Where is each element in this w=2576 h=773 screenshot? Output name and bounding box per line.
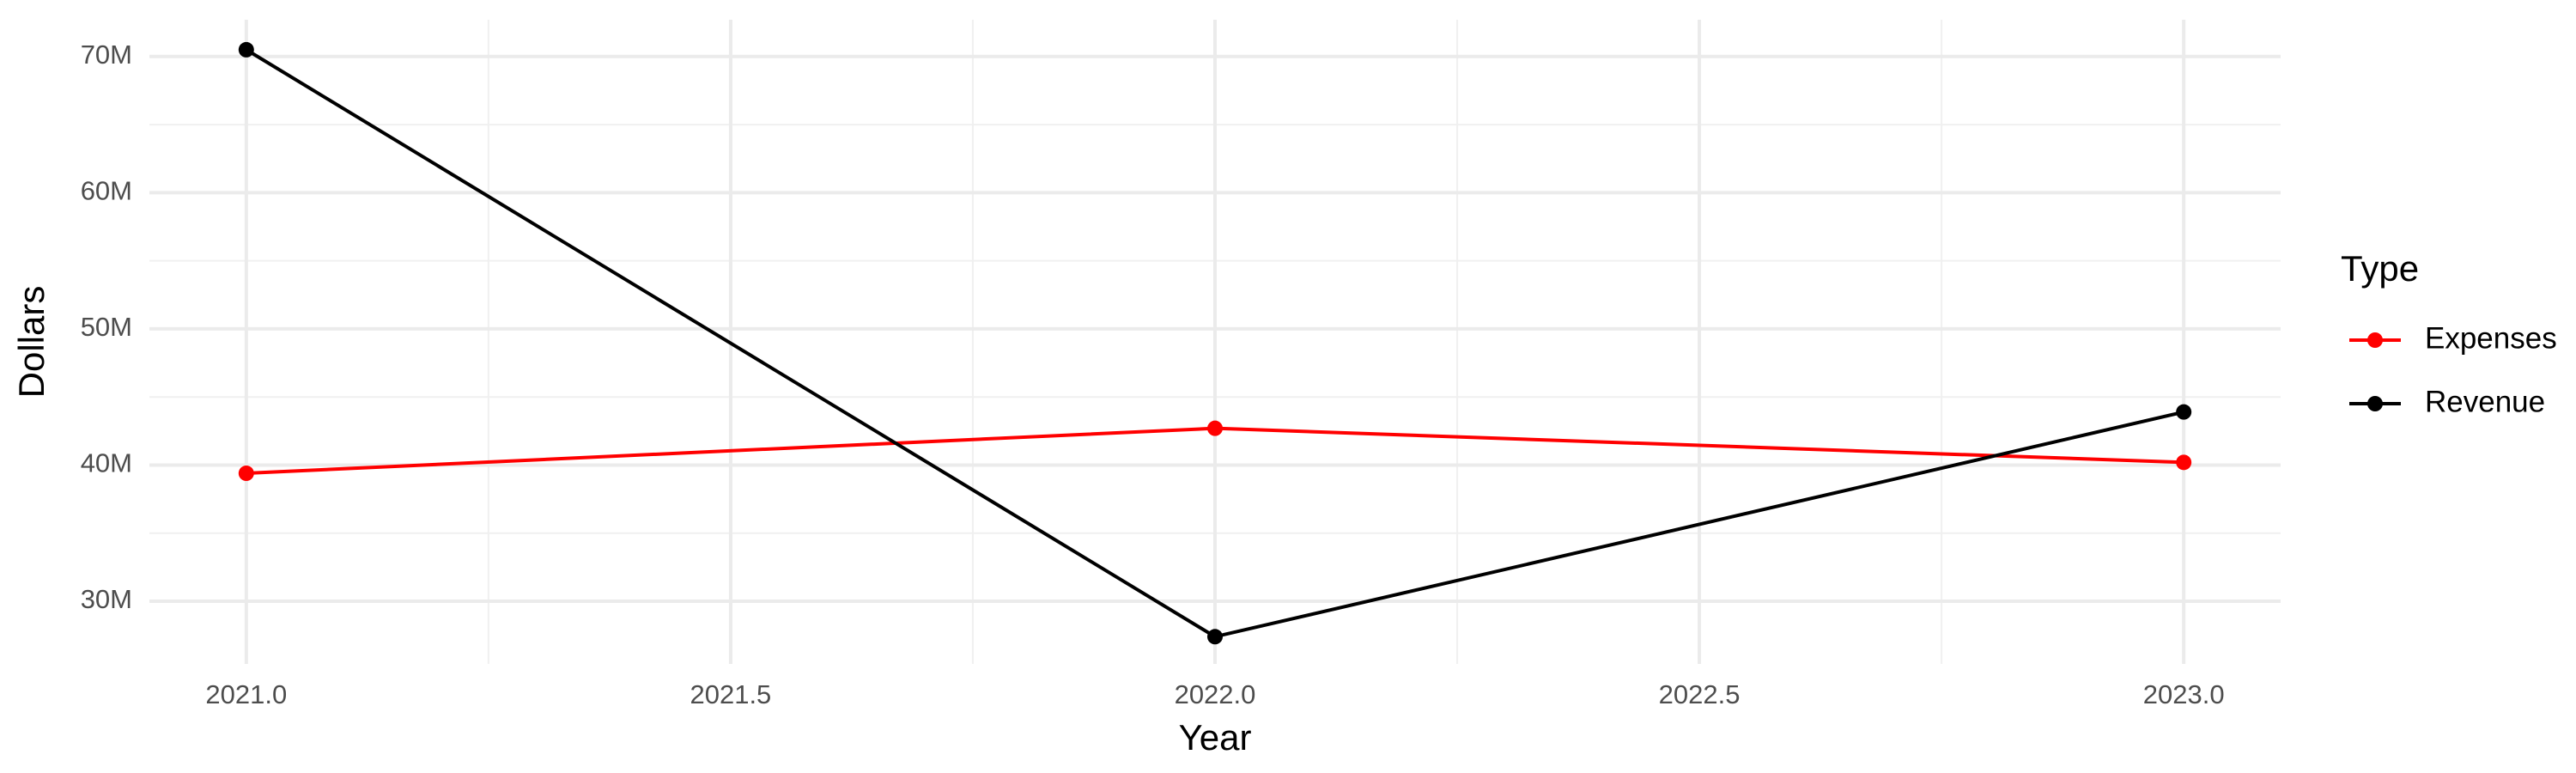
data-point: [238, 466, 254, 482]
y-tick-label: 50M: [81, 312, 132, 342]
legend-title: Type: [2341, 248, 2419, 289]
x-tick-label: 2021.5: [690, 679, 771, 709]
data-point: [2176, 404, 2192, 420]
x-tick-label: 2022.5: [1659, 679, 1741, 709]
x-tick-label: 2023.0: [2143, 679, 2225, 709]
y-tick-label: 60M: [81, 176, 132, 206]
legend-label: Expenses: [2425, 321, 2557, 355]
data-point: [1207, 629, 1223, 645]
y-tick-label: 70M: [81, 40, 132, 70]
x-tick-label: 2021.0: [205, 679, 287, 709]
y-tick-label: 30M: [81, 584, 132, 614]
y-tick-label: 40M: [81, 448, 132, 478]
legend-key-point: [2367, 332, 2383, 348]
y-axis-title: Dollars: [11, 286, 52, 399]
data-point: [1207, 420, 1223, 436]
x-axis-title: Year: [1179, 717, 1252, 758]
data-point: [2176, 454, 2192, 471]
data-point: [238, 41, 254, 58]
legend-key-point: [2367, 396, 2383, 411]
legend-label: Revenue: [2425, 385, 2545, 418]
x-tick-label: 2022.0: [1175, 679, 1256, 709]
